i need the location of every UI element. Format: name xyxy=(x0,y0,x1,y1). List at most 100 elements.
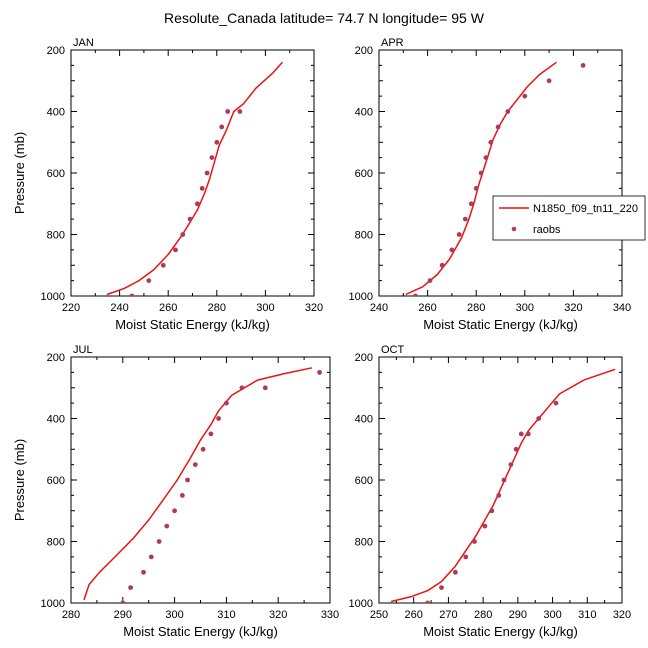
obs-point xyxy=(160,262,166,268)
x-tick-label: 290 xyxy=(509,609,527,621)
model-line xyxy=(405,61,557,296)
obs-point xyxy=(553,400,559,406)
panels-layer: JAN 220 240 260 280 300 320 200 400 600 800 1000 Moi… xyxy=(12,37,631,639)
obs-point xyxy=(141,569,146,575)
y-tick-label: 800 xyxy=(355,230,373,242)
obs-point xyxy=(146,278,152,283)
y-tick-label: 200 xyxy=(47,352,65,364)
obs-point xyxy=(195,201,200,207)
obs-point xyxy=(129,293,135,296)
x-tick-label: 310 xyxy=(578,609,596,621)
y-tick-label: 800 xyxy=(47,537,65,549)
y-tick-label: 800 xyxy=(355,537,373,549)
obs-point xyxy=(172,508,178,514)
y-axis-label: Pressure (mb) xyxy=(12,132,27,214)
obs-point xyxy=(180,493,185,498)
figure-title: Resolute_Canada latitude= 74.7 N longitu… xyxy=(164,10,485,26)
y-tick-label: 600 xyxy=(47,168,65,180)
plot-frame xyxy=(378,356,623,604)
dot-icon xyxy=(511,226,517,232)
model-line xyxy=(106,61,283,296)
y-tick-label: 600 xyxy=(47,475,65,487)
series-layer xyxy=(83,367,322,603)
x-tick-label: 280 xyxy=(62,609,80,621)
obs-point xyxy=(462,216,468,222)
obs-point xyxy=(148,554,154,560)
plot-frame xyxy=(378,49,623,297)
panel-label: OCT xyxy=(381,344,405,356)
obs-point xyxy=(456,232,462,237)
obs-point xyxy=(505,109,511,114)
legend: N1850_f09_tn11_220 raobs xyxy=(492,195,646,241)
x-tick-label: 260 xyxy=(159,302,177,314)
series-layer xyxy=(106,61,283,296)
obs-point xyxy=(262,385,268,391)
obs-point xyxy=(209,155,215,161)
obs-point xyxy=(580,63,586,68)
y-tick-label: 200 xyxy=(355,45,373,57)
y-tick-label: 600 xyxy=(355,475,373,487)
obs-point xyxy=(463,554,469,560)
obs-point xyxy=(208,431,214,437)
panel-apr: APR 240 260 280 300 320 340 200 400 600 800 1000 Moi… xyxy=(349,37,632,332)
x-tick-label: 280 xyxy=(474,609,492,621)
x-tick-label: 240 xyxy=(370,302,388,314)
x-tick-label: 270 xyxy=(439,609,457,621)
legend-box xyxy=(492,195,646,241)
obs-point xyxy=(449,247,455,253)
obs-point xyxy=(224,400,229,406)
obs-point xyxy=(439,585,444,590)
x-tick-label: 260 xyxy=(418,302,436,314)
x-tick-label: 280 xyxy=(208,302,226,314)
obs-point xyxy=(225,109,231,114)
panel-label: APR xyxy=(381,37,404,49)
obs-point xyxy=(513,446,519,452)
x-tick-label: 310 xyxy=(217,609,235,621)
obs-point xyxy=(180,232,186,237)
panel-label: JUL xyxy=(73,344,93,356)
obs-point xyxy=(495,124,501,130)
y-tick-label: 600 xyxy=(355,168,373,180)
plot-frame xyxy=(70,356,331,604)
obs-point xyxy=(187,216,193,222)
y-tick-label: 400 xyxy=(47,107,65,119)
obs-point xyxy=(489,508,495,514)
x-tick-label: 300 xyxy=(516,302,534,314)
obs-point xyxy=(120,600,126,603)
y-tick-label: 1000 xyxy=(41,598,65,610)
y-tick-label: 1000 xyxy=(349,291,373,303)
x-tick-label: 250 xyxy=(370,609,388,621)
panel-jan: JAN 220 240 260 280 300 320 200 400 600 800 1000 Moi… xyxy=(12,37,323,332)
x-tick-label: 220 xyxy=(62,302,80,314)
legend-obs-label: raobs xyxy=(533,224,561,236)
obs-point xyxy=(185,477,191,483)
obs-point xyxy=(522,93,528,99)
obs-point xyxy=(468,201,474,207)
x-tick-label: 320 xyxy=(305,302,323,314)
y-tick-label: 800 xyxy=(47,230,65,242)
x-tick-label: 300 xyxy=(543,609,561,621)
y-tick-label: 1000 xyxy=(349,598,373,610)
x-tick-label: 280 xyxy=(467,302,485,314)
y-tick-label: 200 xyxy=(355,352,373,364)
x-tick-label: 330 xyxy=(321,609,339,621)
obs-point xyxy=(546,78,552,84)
obs-point xyxy=(192,462,198,467)
obs-point xyxy=(204,170,210,176)
panel-jul: JUL 280 290 300 310 320 330 200 400 600 800 1000 Moi… xyxy=(12,344,339,639)
obs-point xyxy=(200,446,206,452)
obs-point xyxy=(237,109,243,114)
x-tick-label: 260 xyxy=(405,609,423,621)
model-line xyxy=(83,367,313,601)
x-tick-label: 300 xyxy=(256,302,274,314)
obs-point xyxy=(219,124,225,130)
x-tick-label: 320 xyxy=(613,609,631,621)
obs-point xyxy=(214,139,220,145)
x-tick-label: 340 xyxy=(613,302,631,314)
obs-point xyxy=(496,493,502,498)
obs-point xyxy=(525,431,531,437)
x-tick-label: 320 xyxy=(564,302,582,314)
obs-point xyxy=(199,186,205,191)
obs-point xyxy=(439,262,445,268)
y-tick-label: 200 xyxy=(47,45,65,57)
